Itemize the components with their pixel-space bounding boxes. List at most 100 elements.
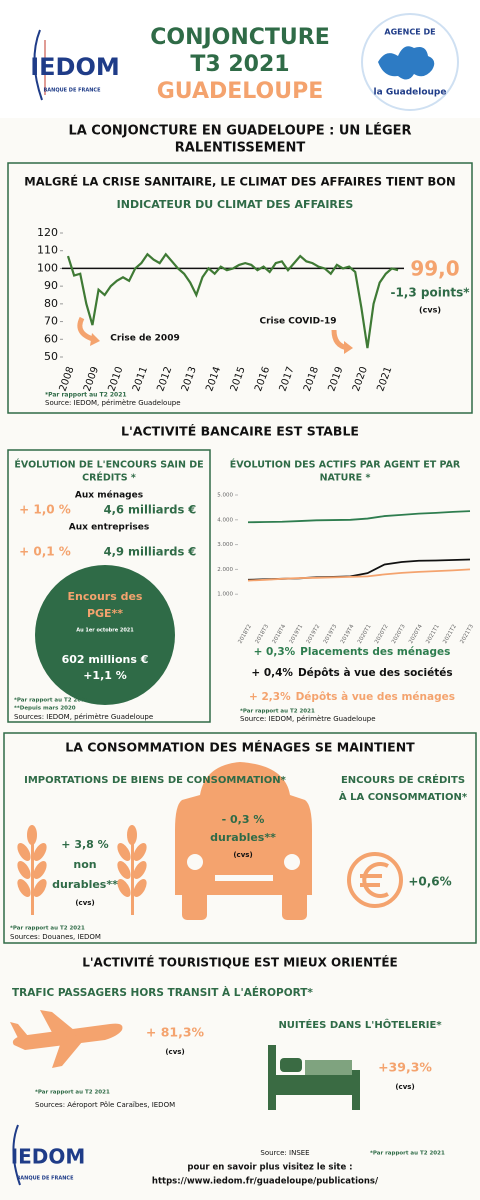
legend-change: + 2,3% [249, 691, 291, 703]
call-to-action: pour en savoir plus visitez le site : [187, 1163, 352, 1173]
legend-change: + 0,3% [254, 646, 296, 658]
note: *Par rapport au T2 2021 [45, 392, 127, 399]
change: -1,3 points* [390, 286, 470, 300]
plane-icon [10, 1010, 123, 1068]
y-tick-label: 1.000 [217, 592, 233, 598]
annotation: Crise de 2009 [110, 334, 179, 344]
note: *Par rapport au T2 2021 [370, 1151, 445, 1157]
box-heading: CRÉDITS * [82, 472, 136, 484]
change: + 1,0 % [19, 503, 71, 517]
legend-entry: + 2,3% Dépôts à vue des ménages [249, 691, 455, 703]
cvs: (cvs) [75, 899, 94, 907]
agency-bottom: la Guadeloupe [374, 88, 447, 98]
logo-sub: BANQUE DE FRANCE [43, 88, 101, 94]
arrow-head [344, 341, 353, 354]
note: *Par rapport au T2 2021 [240, 709, 315, 715]
headline: RALENTISSEMENT [175, 141, 306, 156]
label: Aux entreprises [69, 523, 149, 533]
legend-entry: + 0,4% Dépôts à vue des sociétés [251, 667, 452, 679]
amount: 4,6 milliards € [104, 503, 197, 517]
source: Sources: Douanes, IEDOM [10, 933, 101, 941]
pge-title: Encours des [68, 590, 143, 603]
legend-change: + 0,4% [251, 667, 293, 679]
pge-amount: 602 millions € [62, 653, 149, 666]
section-heading: L'ACTIVITÉ BANCAIRE EST STABLE [121, 424, 359, 439]
y-tick-label: 70 [44, 315, 58, 328]
euro-icon [347, 852, 403, 908]
box-heading: ÉVOLUTION DE L'ENCOURS SAIN DE [14, 459, 203, 471]
section-heading: L'ACTIVITÉ TOURISTIQUE EST MIEUX ORIENTÉ… [82, 955, 398, 970]
source: Source: IEDOM, périmètre Guadeloupe [240, 715, 376, 723]
y-tick-label: 2.000 [217, 567, 233, 573]
chart-title: ÉVOLUTION DES ACTIFS PAR AGENT ET PAR [230, 459, 461, 471]
y-tick-label: 60 [44, 332, 58, 345]
value-text: durables** [52, 878, 118, 891]
latest-value: 99,0 [410, 257, 459, 281]
cvs: (cvs) [395, 1083, 414, 1091]
headline: LA CONJONCTURE EN GUADELOUPE : UN LÉGER [68, 123, 411, 139]
value-text: +0,6% [408, 875, 451, 889]
wheat-icon [117, 825, 147, 915]
logo-name: IEDOM [30, 53, 120, 81]
agency-logo [361, 13, 459, 111]
change: + 0,1 % [19, 545, 71, 559]
sub-heading: À LA CONSOMMATION* [339, 790, 468, 803]
source: Source: INSEE [260, 1149, 309, 1157]
section-heading: MALGRÉ LA CRISE SANITAIRE, LE CLIMAT DES… [24, 174, 455, 189]
y-tick-label: 50 [44, 350, 58, 363]
data-line [247, 510, 471, 524]
footer-logo [12, 1124, 21, 1186]
legend-name: Placements des ménages [300, 646, 450, 658]
pge-change: +1,1 % [83, 669, 127, 682]
legend-name: Dépôts à vue des ménages [296, 691, 455, 703]
value-text: durables** [210, 831, 276, 844]
legend-entry: + 0,3% Placements des ménages [254, 646, 451, 658]
value-text: - 0,3 % [222, 813, 265, 826]
cvs: (cvs) [419, 306, 441, 315]
chart-title: INDICATEUR DU CLIMAT DES AFFAIRES [117, 198, 354, 211]
title: CONJONCTURE [150, 25, 330, 50]
y-tick-label: 100 [37, 261, 58, 274]
y-tick-label: 5.000 [217, 493, 233, 499]
y-tick-label: 90 [44, 279, 58, 292]
sub-heading: ENCOURS DE CRÉDITS [341, 773, 465, 786]
value-text: + 3,8 % [61, 838, 108, 851]
source: Source: IEDOM, périmètre Guadeloupe [45, 399, 181, 407]
annotation: Crise COVID-19 [260, 317, 337, 327]
data-line [247, 568, 471, 582]
legend-name: Dépôts à vue des sociétés [298, 667, 453, 679]
pge-title: PGE** [87, 607, 123, 620]
logo-name: IEDOM [11, 1145, 86, 1169]
iedom-logo [33, 29, 46, 101]
pge-circle [35, 565, 175, 705]
cvs: (cvs) [233, 851, 252, 859]
y-tick-label: 110 [37, 244, 58, 257]
value-text: non [73, 858, 96, 871]
sub-heading: IMPORTATIONS DE BIENS DE CONSOMMATION* [24, 775, 286, 786]
pge-date: Au 1er octobre 2021 [76, 628, 134, 634]
data-line [66, 252, 399, 349]
note: **Depuis mars 2020 [14, 706, 76, 712]
section-heading: LA CONSOMMATION DES MÉNAGES SE MAINTIENT [65, 740, 415, 755]
value-text: +39,3% [378, 1060, 432, 1075]
y-tick-label: 4.000 [217, 517, 233, 523]
amount: 4,9 milliards € [104, 545, 197, 559]
note: *Par rapport au T2 2021 [14, 698, 89, 704]
note: *Par rapport au T2 2021 [35, 1090, 110, 1096]
title: GUADELOUPE [157, 79, 324, 104]
climate-box [7, 162, 473, 414]
bed-icon [268, 1045, 360, 1110]
wheat-icon [17, 825, 47, 915]
y-tick-label: 120 [37, 226, 58, 239]
sub-heading: TRAFIC PASSAGERS HORS TRANSIT À L'AÉROPO… [12, 986, 313, 999]
source: Sources: IEDOM, périmètre Guadeloupe [14, 713, 153, 721]
value-text: + 81,3% [146, 1025, 205, 1040]
car-icon [175, 762, 312, 920]
url[interactable]: https://www.iedom.fr/guadeloupe/publicat… [152, 1177, 379, 1187]
title: T3 2021 [190, 52, 289, 77]
cvs: (cvs) [165, 1048, 184, 1056]
y-tick-label: 3.000 [217, 542, 233, 548]
logo-sub: BANQUE DE FRANCE [16, 1176, 74, 1182]
consumption-box [3, 732, 477, 944]
